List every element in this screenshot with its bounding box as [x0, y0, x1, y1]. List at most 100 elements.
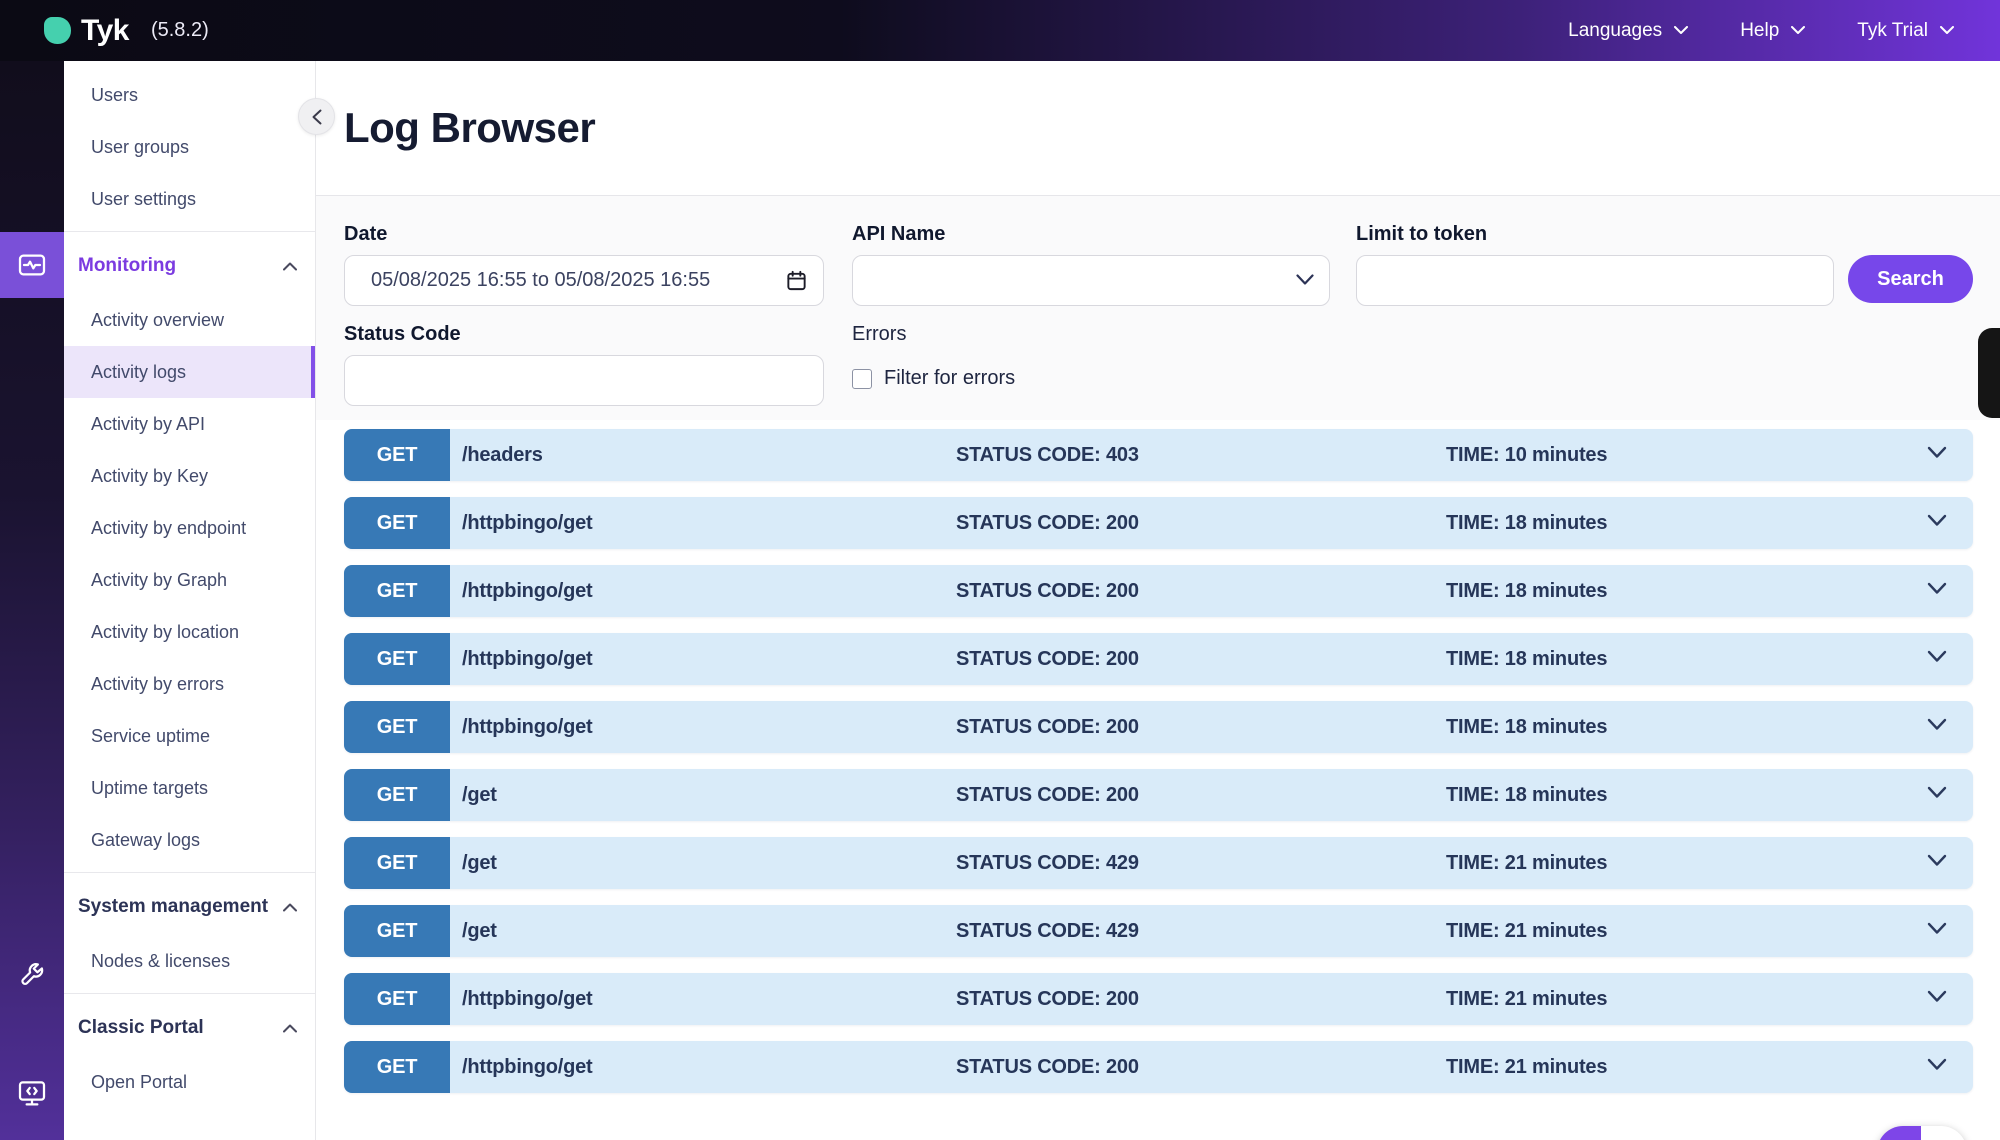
sidebar-entry[interactable]: System management	[64, 879, 315, 935]
floating-action-pill[interactable]	[1877, 1126, 1967, 1140]
chevron-down-icon[interactable]	[1927, 990, 1947, 1003]
log-row[interactable]: GET /httpbingo/get STATUS CODE: 200 TIME…	[344, 633, 1973, 685]
sidebar-entry-label: Service uptime	[91, 725, 211, 746]
log-row[interactable]: GET /httpbingo/get STATUS CODE: 200 TIME…	[344, 701, 1973, 753]
log-row[interactable]: GET /httpbingo/get STATUS CODE: 200 TIME…	[344, 1041, 1973, 1093]
rail-monitoring-button[interactable]	[0, 232, 64, 298]
sidebar-entry[interactable]: Activity by Key	[64, 450, 315, 502]
page-title: Log Browser	[344, 104, 596, 151]
chevron-down-icon[interactable]	[1927, 786, 1947, 799]
rail-system-button[interactable]	[0, 941, 64, 1007]
chevron-down-icon[interactable]	[1927, 718, 1947, 731]
sidebar-entry-label: Activity by Key	[91, 465, 209, 486]
log-row[interactable]: GET /get STATUS CODE: 429 TIME: 21 minut…	[344, 837, 1973, 889]
sidebar-entry[interactable]: Uptime targets	[64, 762, 315, 814]
log-path: /httpbingo/get	[462, 512, 593, 534]
tyk-logo[interactable]: Tyk (5.8.2)	[44, 14, 209, 48]
sidebar-collapse-button[interactable]	[298, 98, 335, 135]
status-code-label: Status Code	[344, 323, 461, 345]
chevron-down-icon[interactable]	[1927, 650, 1947, 663]
sidebar-entry[interactable]: Service uptime	[64, 710, 315, 762]
brand-name: Tyk	[81, 13, 129, 47]
chevron-down-icon[interactable]	[1927, 514, 1947, 527]
nav-languages-label: Languages	[1568, 19, 1663, 41]
filter-panel: Date API Name	[316, 195, 2000, 420]
sidebar-entry[interactable]: User groups	[64, 121, 315, 173]
search-button[interactable]: Search	[1848, 255, 1973, 303]
chevron-up-icon	[283, 262, 297, 270]
filter-for-errors-checkbox-row[interactable]: Filter for errors	[852, 367, 1015, 390]
sidebar-entry[interactable]: Activity overview	[64, 294, 315, 346]
chevron-down-icon[interactable]	[1927, 922, 1947, 935]
errors-checkbox[interactable]	[852, 368, 872, 389]
version-label: (5.8.2)	[150, 19, 209, 41]
log-time: TIME: 18 minutes	[1446, 648, 1608, 670]
log-row[interactable]: GET /httpbingo/get STATUS CODE: 200 TIME…	[344, 973, 1973, 1025]
nav-languages[interactable]: Languages	[1568, 19, 1689, 42]
sidebar-entry-label: Activity logs	[91, 361, 187, 382]
api-name-input[interactable]	[852, 255, 1330, 306]
log-status-code: STATUS CODE: 200	[956, 716, 1139, 738]
chevron-down-icon	[1791, 26, 1806, 34]
token-field-group: Limit to token	[1356, 223, 1834, 306]
errors-checkbox-label: Filter for errors	[884, 367, 1016, 389]
chevron-down-icon[interactable]	[1927, 582, 1947, 595]
sidebar-entry-label: Monitoring	[78, 255, 177, 276]
log-status-code: STATUS CODE: 200	[956, 512, 1139, 534]
chevron-down-icon[interactable]	[1927, 1058, 1947, 1071]
sidebar-entry-label: Activity by API	[91, 413, 206, 434]
sidebar-entry[interactable]	[64, 993, 315, 994]
sidebar-entry-label: Activity by errors	[91, 673, 225, 694]
status-code-input[interactable]	[344, 355, 824, 406]
rail-portal-button[interactable]	[0, 1060, 64, 1126]
monitoring-pulse-icon	[18, 254, 46, 276]
topbar: Tyk (5.8.2) Languages Help Tyk Trial	[0, 0, 2000, 61]
chevron-down-icon	[1940, 26, 1954, 34]
floating-action-purple-half[interactable]	[1877, 1126, 1921, 1140]
filter-row-1: Date API Name	[344, 223, 1973, 306]
sidebar-entry[interactable]: Activity by errors	[64, 658, 315, 710]
chevron-up-icon	[283, 1024, 297, 1032]
log-row[interactable]: GET /get STATUS CODE: 200 TIME: 18 minut…	[344, 769, 1973, 821]
sidebar-entry[interactable]: Activity by location	[64, 606, 315, 658]
token-field[interactable]	[1356, 255, 1834, 306]
sidebar-entry[interactable]: Activity by endpoint	[64, 502, 315, 554]
sidebar-entry[interactable]: Classic Portal	[64, 1000, 315, 1056]
log-row[interactable]: GET /httpbingo/get STATUS CODE: 200 TIME…	[344, 565, 1973, 617]
chevron-down-icon[interactable]	[1927, 446, 1947, 459]
nav-help[interactable]: Help	[1740, 20, 1806, 42]
portal-monitor-icon	[18, 1081, 46, 1106]
log-path: /get	[462, 852, 497, 874]
sidebar-entry[interactable]: Nodes & licenses	[64, 935, 315, 987]
sidebar-entry[interactable]: Users	[64, 69, 315, 121]
tyk-leaf-icon	[44, 17, 71, 44]
sidebar-entry[interactable]: Monitoring	[64, 238, 315, 294]
sidebar-entry[interactable]: Activity logs	[64, 346, 315, 398]
sidebar-entry[interactable]	[64, 872, 315, 873]
status-code-field[interactable]	[344, 355, 824, 406]
sidebar-entry[interactable]: Gateway logs	[64, 814, 315, 866]
edge-panel-handle[interactable]	[1978, 328, 2000, 418]
sidebar-entry[interactable]	[64, 231, 315, 232]
app-shell: Users User groups User settings Monitori…	[0, 61, 2000, 1140]
date-range-input[interactable]	[344, 255, 824, 306]
sidebar-entry-label: Activity by location	[91, 621, 240, 642]
filter-row-2: Status Code Errors Filter for errors	[344, 323, 1973, 406]
sidebar-entry[interactable]: Activity by Graph	[64, 554, 315, 606]
sidebar-entry[interactable]: Activity by API	[64, 398, 315, 450]
log-row[interactable]: GET /get STATUS CODE: 429 TIME: 21 minut…	[344, 905, 1973, 957]
sidebar-entry[interactable]: User settings	[64, 173, 315, 225]
chevron-down-icon[interactable]	[1927, 854, 1947, 867]
sidebar-entry-label: User groups	[91, 136, 190, 157]
nav-tyk-trial[interactable]: Tyk Trial	[1857, 20, 1954, 42]
log-row[interactable]: GET /headers STATUS CODE: 403 TIME: 10 m…	[344, 429, 1973, 481]
log-row[interactable]: GET /httpbingo/get STATUS CODE: 200 TIME…	[344, 497, 1973, 549]
date-range-picker[interactable]	[344, 255, 824, 306]
sidebar-entry[interactable]: Open Portal	[64, 1056, 315, 1108]
api-name-select[interactable]	[852, 255, 1330, 306]
token-input[interactable]	[1356, 255, 1834, 306]
log-path: /httpbingo/get	[462, 1056, 593, 1078]
sidebar-entry-label: Activity by endpoint	[91, 517, 247, 538]
log-list: GET /headers STATUS CODE: 403 TIME: 10 m…	[316, 420, 2000, 1093]
sidebar-entry-label: System management	[78, 896, 269, 917]
